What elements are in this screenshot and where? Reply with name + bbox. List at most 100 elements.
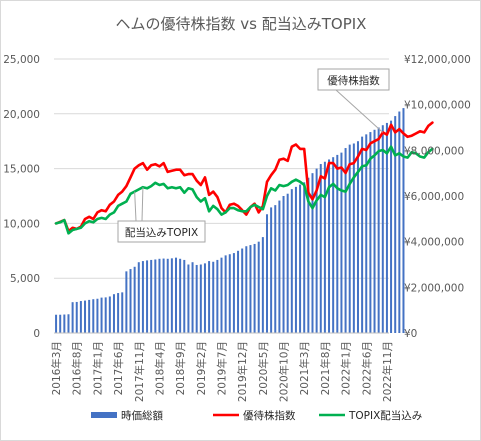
- market-value-bar: [319, 164, 322, 333]
- x-tick-label: 2021年8月: [319, 341, 332, 395]
- market-value-bar: [282, 196, 285, 333]
- market-value-bar: [253, 243, 256, 333]
- market-value-bar: [237, 250, 240, 333]
- market-value-bar: [129, 269, 132, 333]
- callout-box: [117, 220, 206, 243]
- x-tick-label: 2020年10月: [278, 341, 291, 402]
- market-value-bar: [290, 189, 293, 333]
- market-value-bar: [88, 299, 91, 333]
- market-value-bar: [71, 302, 74, 333]
- x-tick-label: 2018年9月: [174, 341, 187, 395]
- x-tick-label: 2018年4月: [153, 341, 166, 395]
- market-value-bar: [195, 264, 198, 333]
- market-value-bar: [315, 168, 318, 333]
- market-value-bar: [158, 258, 161, 333]
- market-value-bar: [216, 259, 219, 333]
- market-value-bar: [369, 132, 372, 333]
- market-value-bars: [55, 108, 405, 334]
- market-value-bar: [270, 207, 273, 333]
- x-tick-label: 2016年3月: [50, 341, 63, 395]
- market-value-bar: [348, 144, 351, 333]
- market-value-bar: [137, 262, 140, 333]
- market-value-bar: [344, 148, 347, 333]
- right-tick-label: ¥0: [404, 328, 417, 340]
- market-value-bar: [390, 120, 393, 334]
- callout-leader: [134, 191, 137, 222]
- x-tick-label: 2016年8月: [71, 341, 84, 395]
- market-value-bar: [187, 264, 190, 333]
- market-value-bar: [75, 301, 78, 333]
- right-tick-label: ¥6,000,000: [404, 191, 464, 203]
- market-value-bar: [361, 136, 364, 333]
- x-tick-label: 2017年6月: [112, 341, 125, 395]
- market-value-bar: [121, 292, 124, 333]
- market-value-bar: [67, 314, 70, 333]
- market-value-bar: [365, 134, 368, 333]
- market-value-bar: [402, 108, 405, 333]
- market-value-bar: [381, 125, 384, 333]
- left-tick-label: 10,000: [3, 218, 40, 230]
- market-value-bar: [92, 299, 95, 333]
- market-value-bar: [133, 266, 136, 333]
- market-value-bar: [373, 129, 376, 333]
- callout-box: [317, 68, 390, 91]
- market-value-bar: [220, 257, 223, 333]
- market-value-bar: [191, 262, 194, 333]
- market-value-bar: [299, 184, 302, 333]
- market-value-bar: [286, 193, 289, 333]
- market-value-bar: [125, 271, 128, 333]
- x-tick-label: 2022年6月: [360, 341, 373, 395]
- market-value-bar: [108, 296, 111, 333]
- x-tick-label: 2017年1月: [91, 341, 104, 395]
- market-value-bar: [150, 259, 153, 333]
- market-value-bar: [241, 248, 244, 333]
- market-value-bar: [166, 258, 169, 333]
- market-value-bar: [203, 263, 206, 333]
- callout-leader: [141, 187, 144, 222]
- legend-label: TOPIX配当込み: [348, 409, 422, 422]
- market-value-bar: [179, 258, 182, 333]
- x-tick-label: 2022年1月: [340, 341, 353, 395]
- market-value-bar: [232, 253, 235, 333]
- callout-label: 優待株指数: [327, 74, 380, 87]
- market-value-bar: [385, 122, 388, 333]
- market-value-bar: [112, 294, 115, 333]
- market-value-bar: [117, 293, 120, 333]
- left-tick-label: 20,000: [3, 109, 40, 121]
- market-value-bar: [162, 258, 165, 333]
- left-tick-label: 5,000: [10, 273, 40, 285]
- market-value-bar: [146, 260, 149, 333]
- market-value-bar: [398, 111, 401, 334]
- market-value-bar: [278, 200, 281, 333]
- market-value-bar: [352, 143, 355, 333]
- market-value-bar: [328, 159, 331, 333]
- legend-swatch: [91, 412, 117, 418]
- market-value-bar: [303, 182, 306, 333]
- market-value-bar: [257, 241, 260, 333]
- x-tick-label: 2021年3月: [298, 341, 311, 395]
- axes: 0 5,000 10,000 15,000 20,000 25,000 ¥0 ¥2,000,0…: [3, 54, 471, 402]
- chart-title: ヘムの優待株指数 vs 配当込みTOPIX: [116, 15, 367, 33]
- market-value-bar: [104, 297, 107, 333]
- market-value-bar: [96, 298, 99, 333]
- market-value-bar: [154, 259, 157, 333]
- market-value-bar: [249, 245, 252, 333]
- market-value-bar: [332, 157, 335, 333]
- market-value-bar: [307, 177, 310, 333]
- market-value-bar: [336, 154, 339, 333]
- right-tick-label: ¥4,000,000: [404, 237, 464, 249]
- right-tick-label: ¥8,000,000: [404, 145, 464, 157]
- legend-label: 時価総額: [121, 409, 163, 422]
- x-tick-label: 2022年11月: [381, 341, 394, 402]
- market-value-bar: [356, 141, 359, 333]
- x-tick-label: 2020年5月: [257, 341, 270, 395]
- market-value-bar: [170, 258, 173, 333]
- market-value-bar: [274, 205, 277, 333]
- left-tick-label: 15,000: [3, 164, 40, 176]
- legend[interactable]: 時価総額 優待株指数 TOPIX配当込み: [91, 409, 422, 422]
- market-value-bar: [323, 161, 326, 333]
- market-value-bar: [84, 300, 87, 333]
